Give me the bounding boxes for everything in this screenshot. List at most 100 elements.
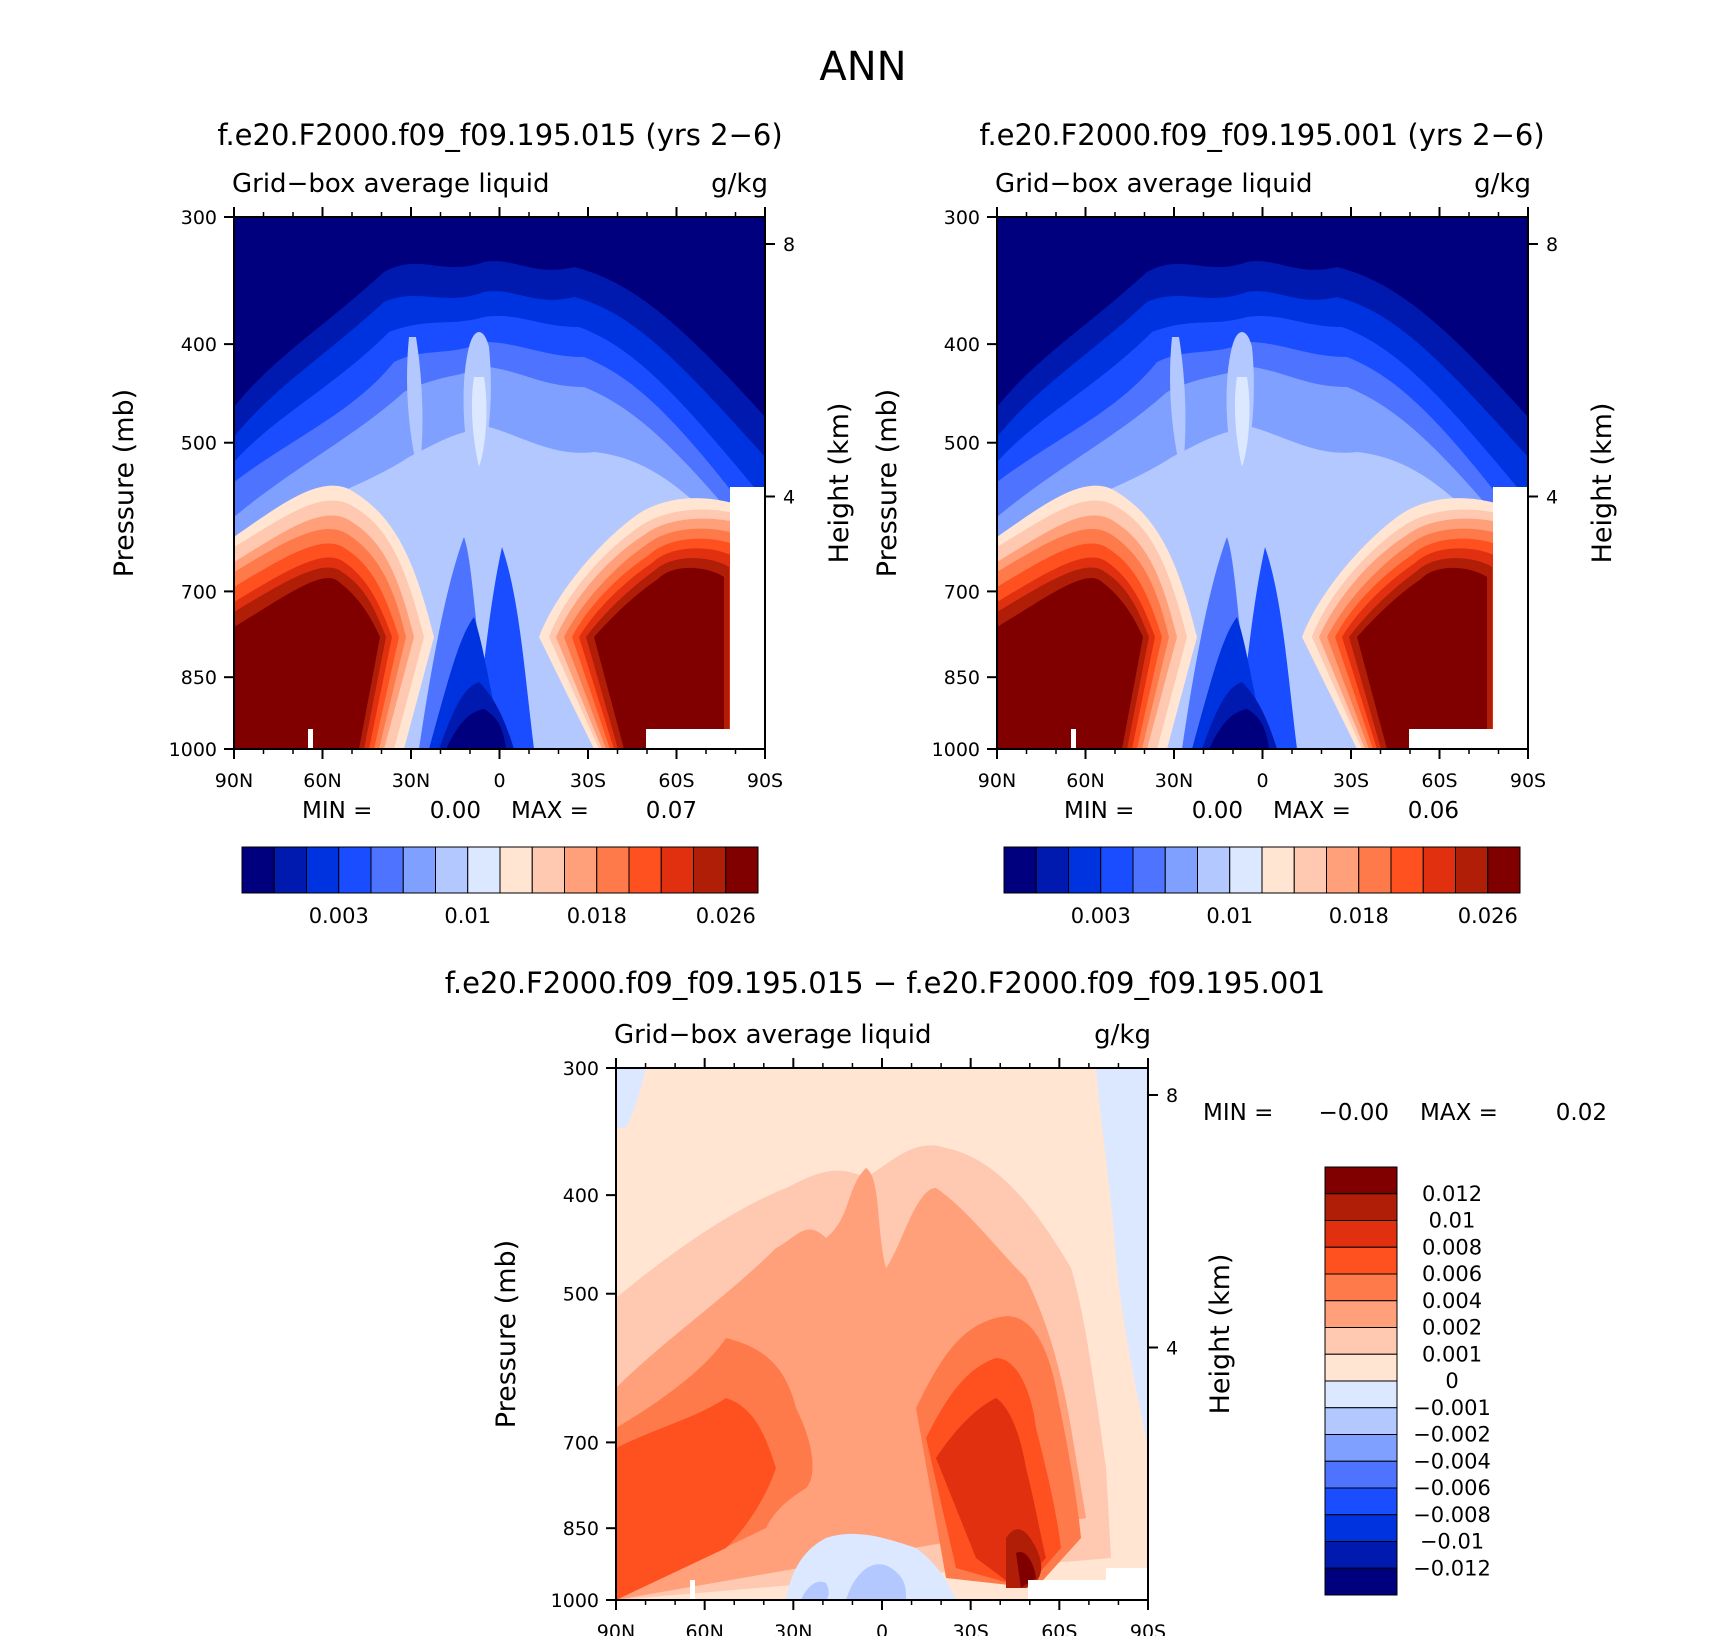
- panel-case1: f.e20.F2000.f09_f09.195.015 (yrs 2−6) Gr…: [109, 118, 855, 928]
- colorbar-label: 0.026: [1458, 904, 1518, 928]
- panel1-units: g/kg: [711, 169, 768, 199]
- colorbar-box: [1324, 1273, 1398, 1302]
- colorbar-box: [1324, 1487, 1398, 1516]
- x-tick-label: 90N: [978, 770, 1016, 792]
- colorbar-box: [564, 846, 598, 894]
- colorbar-box: [1035, 846, 1069, 894]
- colorbar-box: [531, 846, 565, 894]
- colorbar-box: [1324, 1300, 1398, 1328]
- panel3-ylabel: Pressure (mb): [491, 1240, 522, 1428]
- colorbar-box: [1324, 1380, 1398, 1409]
- x-tick-label: 30N: [392, 770, 430, 792]
- panel3-subtitle: Grid−box average liquid: [614, 1020, 931, 1050]
- colorbar-box: [1358, 846, 1392, 894]
- x-tick-label: 60N: [303, 770, 341, 792]
- y-tick-label: 300: [181, 207, 217, 229]
- colorbar-box: [1324, 1327, 1398, 1355]
- panel2-min-label: MIN =: [1064, 798, 1134, 824]
- y-tick-label: 1000: [932, 739, 980, 761]
- height-tick-label: 4: [1166, 1338, 1178, 1360]
- panel2-contour-field: [997, 217, 1528, 749]
- panel1-y-ticks: 300 400 500 700 850 1000: [169, 207, 234, 761]
- colorbar-label: 0.01: [1429, 1209, 1476, 1233]
- panel-case2: f.e20.F2000.f09_f09.195.001 (yrs 2−6) Gr…: [872, 118, 1618, 928]
- panel1-height-ticks: 84: [765, 234, 795, 509]
- colorbar-label: 0.01: [444, 904, 491, 928]
- colorbar-box: [1324, 1166, 1398, 1195]
- colorbar-label: 0.018: [1329, 904, 1389, 928]
- colorbar-label: 0.003: [309, 904, 369, 928]
- colorbar-label: 0.026: [696, 904, 756, 928]
- colorbar-label: 0.012: [1422, 1182, 1482, 1206]
- y-tick-label: 400: [181, 334, 217, 356]
- panel3-min-label: MIN =: [1203, 1100, 1273, 1126]
- colorbar-box: [1487, 846, 1521, 894]
- colorbar-box: [1324, 1567, 1398, 1596]
- panel2-colorbar: 0.003 0.01 0.018 0.026: [1003, 846, 1521, 928]
- x-tick-label: 30S: [1333, 770, 1369, 792]
- colorbar-box: [306, 846, 340, 894]
- colorbar-box: [1390, 846, 1424, 894]
- colorbar-box: [1324, 1353, 1398, 1382]
- colorbar-box: [273, 846, 307, 894]
- colorbar-label: −0.006: [1413, 1476, 1491, 1500]
- panel3-height-ticks: 84: [1148, 1085, 1178, 1360]
- colorbar-box: [1229, 846, 1263, 894]
- x-tick-label: 90S: [1510, 770, 1546, 792]
- panel2-ylabel-right: Height (km): [1587, 403, 1618, 564]
- y-tick-label: 850: [563, 1518, 599, 1540]
- colorbar-box: [1422, 846, 1456, 894]
- colorbar-box: [1324, 1246, 1398, 1275]
- y-tick-label: 300: [944, 207, 980, 229]
- x-tick-label: 90S: [747, 770, 783, 792]
- colorbar-box: [1324, 1541, 1398, 1569]
- x-tick-label: 30S: [953, 1621, 989, 1636]
- panel3-title: f.e20.F2000.f09_f09.195.015 − f.e20.F200…: [445, 966, 1325, 1000]
- x-tick-label: 60N: [1066, 770, 1104, 792]
- y-tick-label: 1000: [551, 1590, 599, 1612]
- panel2-units: g/kg: [1474, 169, 1531, 199]
- colorbar-label: 0: [1445, 1369, 1458, 1393]
- panel2-subtitle: Grid−box average liquid: [995, 169, 1312, 199]
- y-tick-label: 700: [181, 581, 217, 603]
- colorbar-label: −0.001: [1413, 1396, 1491, 1420]
- x-tick-label: 30N: [1155, 770, 1193, 792]
- x-tick-label: 90N: [597, 1621, 635, 1636]
- x-tick-label: 0: [493, 770, 505, 792]
- panel3-contour-field: [616, 1068, 1148, 1600]
- panel3-ylabel-right: Height (km): [1205, 1254, 1236, 1415]
- x-tick-label: 60S: [1041, 1621, 1077, 1636]
- panel3-x-ticks: 90N 60N 30N 0 30S 60S 90S: [597, 1058, 1166, 1636]
- colorbar-label: −0.002: [1413, 1423, 1491, 1447]
- colorbar-label: 0.006: [1422, 1262, 1482, 1286]
- panel1-subtitle: Grid−box average liquid: [232, 169, 549, 199]
- panel2-max-label: MAX =: [1273, 798, 1351, 824]
- panel3-units: g/kg: [1094, 1020, 1151, 1050]
- panel1-colorbar: 0.003 0.01 0.018 0.026: [241, 846, 759, 928]
- colorbar-box: [402, 846, 436, 894]
- y-tick-label: 700: [944, 581, 980, 603]
- colorbar-box: [1324, 1407, 1398, 1435]
- panel-difference: f.e20.F2000.f09_f09.195.015 − f.e20.F200…: [445, 966, 1607, 1636]
- colorbar-label: 0.002: [1422, 1316, 1482, 1340]
- panel2-min-value: 0.00: [1192, 798, 1243, 824]
- x-tick-label: 60S: [1421, 770, 1457, 792]
- colorbar-box: [1100, 846, 1134, 894]
- y-tick-label: 1000: [169, 739, 217, 761]
- height-tick-label: 4: [783, 487, 795, 509]
- colorbar-label: −0.008: [1413, 1503, 1491, 1527]
- figure-title: ANN: [819, 44, 906, 90]
- x-tick-label: 0: [876, 1621, 888, 1636]
- y-tick-label: 500: [181, 433, 217, 455]
- panel1-title: f.e20.F2000.f09_f09.195.015 (yrs 2−6): [217, 118, 782, 152]
- panel1-max-label: MAX =: [511, 798, 589, 824]
- colorbar-box: [1455, 846, 1489, 894]
- x-tick-label: 60S: [658, 770, 694, 792]
- height-tick-label: 4: [1546, 487, 1558, 509]
- panel2-max-value: 0.06: [1408, 798, 1459, 824]
- colorbar-box: [1324, 1460, 1398, 1489]
- colorbar-label: 0.01: [1206, 904, 1253, 928]
- colorbar-box: [1068, 846, 1102, 894]
